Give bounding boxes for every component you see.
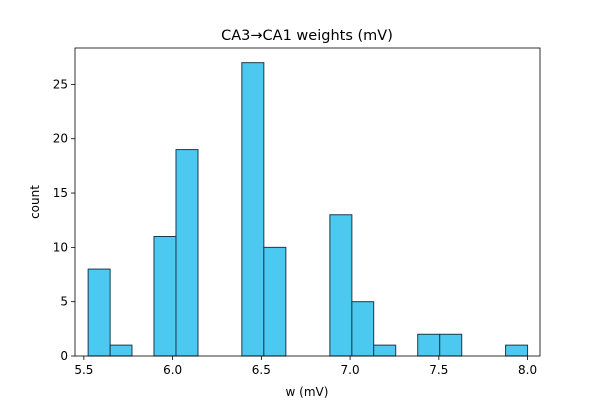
y-tick-label: 10 (53, 240, 68, 254)
y-tick-label: 15 (53, 186, 68, 200)
histogram-bar-0 (87, 268, 111, 357)
histogram-bar-16 (439, 333, 463, 357)
y-tick-label: 0 (60, 349, 68, 363)
y-axis-ticks: 0 5 10 15 20 25 (53, 77, 75, 363)
y-tick-label: 20 (53, 132, 68, 146)
histogram-bar-4 (175, 149, 199, 357)
histogram-bar-7 (241, 62, 265, 357)
y-tick-label: 5 (60, 295, 68, 309)
histogram-bar-19 (505, 344, 529, 357)
x-tick-label: 6.0 (163, 363, 182, 377)
x-tick-label: 7.5 (429, 363, 448, 377)
x-axis-title: w (mV) (286, 385, 329, 399)
bars-group (87, 62, 529, 357)
histogram-bar-11 (329, 214, 353, 357)
x-tick-label: 7.0 (341, 363, 360, 377)
histogram-bar-1 (109, 344, 133, 357)
y-axis-title: count (28, 185, 42, 219)
x-tick-label: 8.0 (518, 363, 537, 377)
histogram-bar-3 (153, 235, 177, 357)
histogram-bar-12 (351, 301, 375, 357)
x-axis-ticks: 5.5 6.0 6.5 7.0 7.5 8.0 (74, 356, 537, 377)
chart-title: CA3→CA1 weights (mV) (221, 28, 393, 44)
plot-frame (74, 47, 541, 357)
histogram-bar-8 (263, 246, 287, 357)
histogram-bar-15 (417, 333, 441, 357)
x-tick-label: 5.5 (74, 363, 93, 377)
histogram-bar-13 (373, 344, 397, 357)
x-tick-label: 6.5 (252, 363, 271, 377)
y-tick-label: 25 (53, 77, 68, 91)
